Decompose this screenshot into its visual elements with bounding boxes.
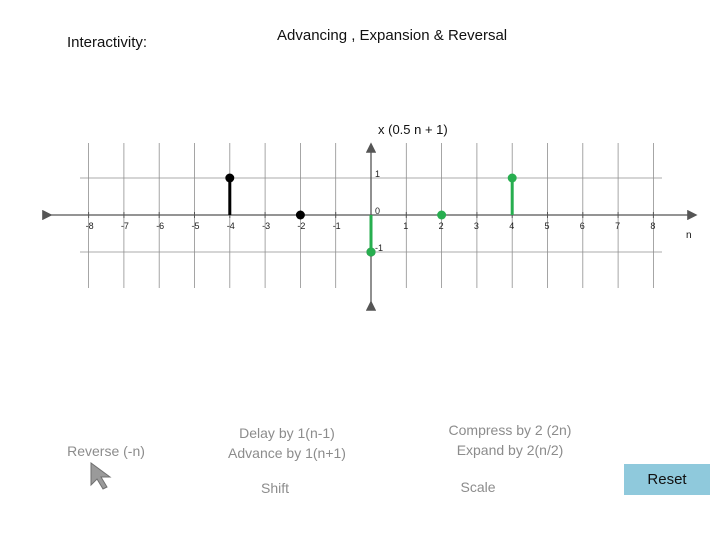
stem-point [225, 173, 235, 183]
x-tick-label: -2 [297, 221, 305, 231]
x-tick-label: -4 [227, 221, 235, 231]
y-tick-label: 0 [375, 206, 380, 216]
stem-point [366, 247, 376, 257]
arrow-cursor-icon [90, 462, 112, 490]
chart-title: x (0.5 n + 1) [378, 122, 448, 137]
stems [225, 173, 517, 257]
compress-label: Compress by 2 (2n) [448, 422, 572, 438]
x-tick-label: 4 [509, 221, 514, 231]
x-tick-label: -7 [121, 221, 129, 231]
x-tick-label: -1 [333, 221, 341, 231]
reset-button[interactable]: Reset [624, 464, 710, 495]
page-title: Advancing , Expansion & Reversal [277, 27, 508, 44]
x-tick-label: 3 [474, 221, 479, 231]
delay-label: Delay by 1(n-1) [239, 425, 335, 441]
advance-label: Advance by 1(n+1) [228, 445, 346, 461]
x-tick-label: -6 [156, 221, 164, 231]
x-tick-label: 5 [545, 221, 550, 231]
x-tick-label: 2 [439, 221, 444, 231]
reverse-button[interactable]: Reverse (-n) [67, 443, 145, 459]
x-tick-label: 1 [403, 221, 408, 231]
compress-expand-button[interactable]: Compress by 2 (2n) Expand by 2(n/2) [430, 420, 590, 460]
x-tick-label: -3 [262, 221, 270, 231]
delay-advance-button[interactable]: Delay by 1(n-1) Advance by 1(n+1) [212, 423, 362, 463]
interactivity-label: Interactivity: [67, 34, 148, 51]
scale-label: Scale [460, 479, 496, 495]
x-tick-label: -8 [86, 221, 94, 231]
tick-labels: -8 -7 -6 -5 -4 -3 -2 -1 1 2 3 4 5 6 7 8 1 0 -1 [86, 169, 656, 253]
x-tick-label: 6 [580, 221, 585, 231]
x-tick-label: 7 [615, 221, 620, 231]
x-tick-label: 8 [650, 221, 655, 231]
stem-point [295, 210, 305, 220]
stem-point [507, 173, 517, 183]
stem-point [437, 210, 447, 220]
y-tick-label: -1 [375, 243, 383, 253]
x-axis-label: n [686, 230, 692, 241]
y-tick-label: 1 [375, 169, 380, 179]
x-tick-label: -5 [192, 221, 200, 231]
shift-label: Shift [260, 480, 289, 496]
expand-label: Expand by 2(n/2) [456, 442, 564, 458]
